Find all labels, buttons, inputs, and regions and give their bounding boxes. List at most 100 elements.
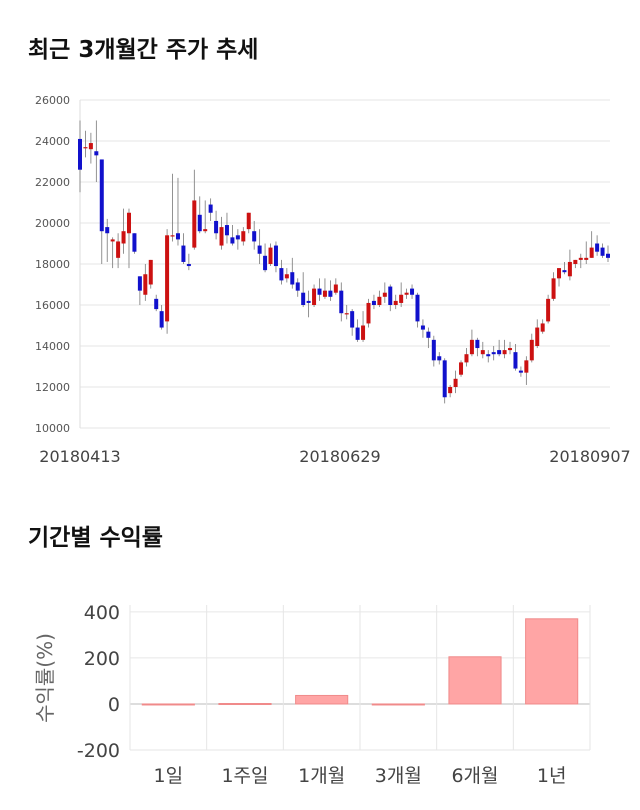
candle <box>355 319 360 342</box>
price-y-tick-label: 18000 <box>35 258 70 271</box>
candles <box>78 120 610 404</box>
candle <box>426 327 431 349</box>
candle-body <box>263 255 268 271</box>
returns-x-tick-label: 1주일 <box>221 765 268 787</box>
candle-body <box>214 220 219 234</box>
candle-body <box>110 239 115 242</box>
candle-body <box>382 292 387 297</box>
candle-body <box>268 247 273 264</box>
returns-y-tick-label: 200 <box>84 648 120 670</box>
candle-body <box>426 331 431 338</box>
returns-x-tick-label: 1일 <box>154 765 184 787</box>
candle-body <box>99 159 104 232</box>
candle-body <box>301 292 306 305</box>
candle <box>132 233 137 254</box>
returns-bar <box>371 703 425 706</box>
candle <box>366 298 371 328</box>
candle-body <box>393 300 398 305</box>
candle <box>600 243 605 258</box>
price-x-tick-label: 20180629 <box>299 447 380 466</box>
candle <box>513 343 518 371</box>
candle <box>573 259 578 269</box>
candle-body <box>279 268 284 281</box>
price-y-tick-label: 10000 <box>35 422 70 435</box>
price-x-tick-label: 20180907 <box>549 447 630 466</box>
candle <box>88 132 93 164</box>
returns-bar <box>525 618 579 705</box>
candle-body <box>513 352 518 369</box>
candle <box>116 233 121 269</box>
candle-body <box>606 253 610 258</box>
candle-body <box>333 284 338 293</box>
candle <box>491 346 496 361</box>
candle-body <box>584 257 589 260</box>
candle <box>535 319 540 349</box>
candle-body <box>235 235 240 240</box>
candle <box>469 329 474 357</box>
candle <box>83 130 88 158</box>
price-y-tick-label: 14000 <box>35 340 70 353</box>
candle <box>290 257 295 289</box>
candle <box>159 305 164 330</box>
candle-body <box>143 274 148 295</box>
candle <box>284 268 289 283</box>
candle-body <box>535 327 540 346</box>
candle-body <box>595 243 600 252</box>
candle-body <box>371 300 376 305</box>
candle-body <box>524 360 529 373</box>
candle-body <box>94 151 99 156</box>
candle-body <box>437 356 442 361</box>
candle <box>431 335 436 367</box>
candle-body <box>578 257 583 260</box>
candle <box>203 200 208 234</box>
candle <box>404 288 409 299</box>
candle-body <box>388 286 393 305</box>
candle-body <box>219 227 224 246</box>
candle-body <box>322 290 327 297</box>
candle-body <box>464 354 469 363</box>
price-y-tick-label: 12000 <box>35 381 70 394</box>
returns-bar <box>448 656 502 705</box>
candle-body <box>170 235 175 237</box>
candle-body <box>105 227 110 234</box>
candle <box>339 282 344 322</box>
candle <box>448 384 453 398</box>
candle <box>393 294 398 310</box>
candle-body <box>224 225 229 236</box>
candle <box>595 235 600 256</box>
candle <box>437 352 442 365</box>
candle <box>399 282 404 308</box>
candle <box>388 284 393 312</box>
candle <box>94 120 99 182</box>
candle-body <box>399 294 404 303</box>
candle-body <box>148 259 153 285</box>
price-grid <box>79 99 610 429</box>
candle <box>241 227 246 246</box>
returns-x-tick-label: 3개월 <box>375 765 422 787</box>
candle-body <box>295 282 300 291</box>
candle <box>584 241 589 264</box>
candle-body <box>203 229 208 232</box>
candle <box>344 305 349 320</box>
candle <box>126 208 131 269</box>
candle <box>246 212 251 234</box>
candle <box>382 282 387 303</box>
candle-body <box>366 302 371 324</box>
candle <box>486 350 491 363</box>
candle-body <box>573 259 578 264</box>
candle <box>186 253 191 271</box>
candle <box>192 169 197 250</box>
candle <box>99 159 104 264</box>
candle <box>562 261 567 275</box>
candle <box>279 259 284 285</box>
candle-body <box>290 272 295 285</box>
candle-body <box>551 278 556 299</box>
candle <box>410 284 415 299</box>
candle <box>459 360 464 377</box>
candle <box>208 198 213 221</box>
returns-y-tick-labels: -200 0 200 400 <box>77 602 120 762</box>
candle <box>263 243 268 273</box>
candle <box>197 196 202 234</box>
returns-grid <box>129 605 591 751</box>
